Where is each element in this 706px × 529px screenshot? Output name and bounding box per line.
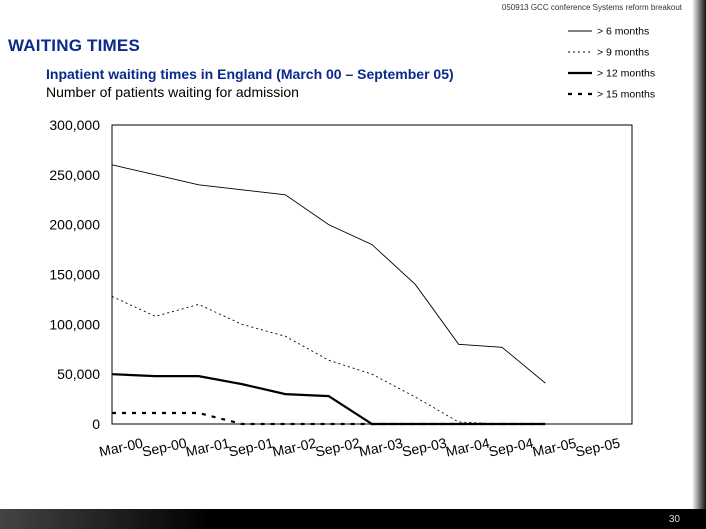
right-edge-shadow	[692, 0, 706, 515]
series-line-4	[112, 411, 546, 426]
y-tick-label: 300,000	[49, 117, 100, 133]
x-tick-label: Mar-01	[184, 435, 231, 460]
page-number: 30	[668, 514, 680, 525]
legend-label-2: > 9 months	[597, 47, 649, 59]
header-note: 050913 GCC conference Systems reform bre…	[501, 3, 682, 12]
plot-frame	[111, 124, 633, 425]
y-tick-label: 50,000	[57, 366, 100, 382]
y-tick-label: 100,000	[49, 316, 100, 332]
y-tick-label: 250,000	[49, 167, 100, 183]
legend: > 6 months > 9 months > 12 months > 15 mont…	[568, 26, 655, 101]
x-axis: Mar-00Sep-00Mar-01Sep-01Mar-02Sep-02Mar-…	[98, 435, 622, 460]
y-tick-label: 0	[92, 416, 100, 432]
chart-title: Inpatient waiting times in England (Marc…	[46, 66, 454, 82]
x-tick-label: Mar-02	[271, 435, 318, 460]
chart-subtitle: Number of patients waiting for admission	[46, 84, 299, 100]
x-tick-label: Sep-00	[141, 435, 189, 460]
x-tick-label: Mar-03	[358, 435, 405, 460]
x-tick-label: Mar-05	[531, 435, 578, 460]
x-tick-label: Sep-03	[401, 435, 449, 460]
y-axis: 0 50,000 100,000 150,000 200,000 250,000 300,0…	[49, 117, 100, 432]
x-tick-label: Sep-05	[574, 435, 622, 460]
x-tick-label: Sep-02	[314, 435, 362, 460]
legend-label-3: > 12 months	[597, 68, 655, 80]
y-tick-label: 150,000	[49, 267, 100, 283]
x-tick-label: Mar-00	[98, 435, 145, 460]
x-tick-label: Sep-01	[227, 435, 275, 460]
slide-title: WAITING TIMES	[8, 36, 140, 55]
series-line-3	[111, 373, 546, 426]
series-group	[111, 164, 546, 426]
legend-label-4: > 15 months	[597, 89, 655, 101]
y-tick-label: 200,000	[49, 217, 100, 233]
x-tick-label: Mar-04	[444, 435, 491, 460]
x-tick-label: Sep-04	[487, 435, 535, 460]
footer-bar	[0, 509, 706, 529]
series-line-1	[111, 164, 546, 384]
series-line-2	[111, 296, 546, 425]
legend-label-1: > 6 months	[597, 26, 649, 38]
line-chart: 0 50,000 100,000 150,000 200,000 250,000 300,0…	[49, 26, 655, 460]
